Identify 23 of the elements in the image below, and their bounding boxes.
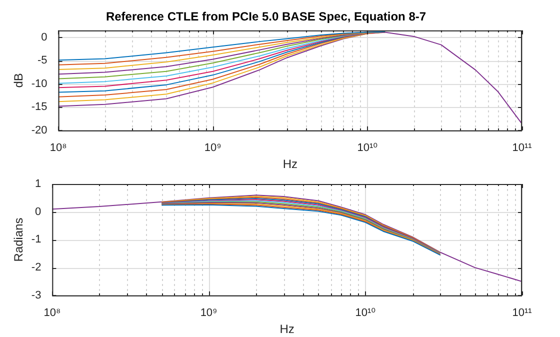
x-tick-label: 10⁸ (50, 142, 67, 154)
y-tick-label: -10 (31, 78, 48, 90)
x-tick-label: 10⁸ (44, 307, 61, 320)
y-tick-label: -2 (31, 262, 42, 274)
x-axis-title: Hz (280, 322, 294, 336)
x-tick-label: 10¹¹ (512, 307, 532, 320)
y-tick-label: -3 (31, 289, 42, 302)
y-tick-label: -15 (31, 101, 48, 114)
y-tick-label: 1 (35, 178, 42, 190)
y-axis-title: Radians (12, 218, 26, 262)
y-axis-title: dB (12, 73, 26, 88)
y-tick-label: -1 (31, 234, 42, 246)
y-tick-label: 0 (41, 31, 48, 44)
x-axis-title: Hz (282, 157, 298, 172)
x-tick-label: 10¹⁰ (355, 307, 376, 320)
x-tick-label: 10⁹ (200, 307, 218, 320)
chart-title: Reference CTLE from PCIe 5.0 BASE Spec, Equation 8-7 (106, 10, 426, 24)
y-tick-label: 0 (35, 206, 42, 218)
x-tick-label: 10¹¹ (512, 142, 532, 154)
x-tick-label: 10⁹ (204, 142, 222, 154)
y-tick-label: -5 (38, 54, 48, 67)
y-tick-label: -20 (31, 124, 48, 136)
x-tick-label: 10¹⁰ (357, 142, 378, 154)
